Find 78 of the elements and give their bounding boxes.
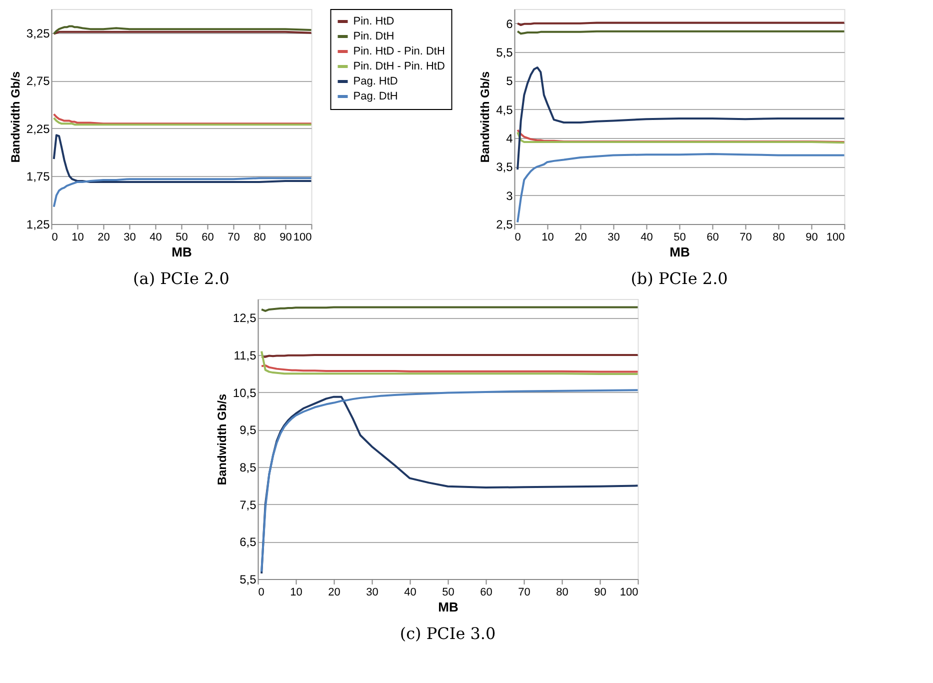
y-tick-label: 2,5 [496,218,514,232]
x-tick-label: 10 [542,232,554,244]
x-axis-title: MB [438,600,458,614]
x-tick-label: 90 [280,232,292,244]
line-series [516,153,846,224]
x-tick-label: 100 [826,232,845,244]
legend-label: Pag. DtH [353,90,398,102]
y-tick-label: 10,5 [232,386,257,400]
text: (c) PCIe 3.0 [400,624,496,643]
x-tick-label: 100 [293,232,312,244]
text: (a) PCIe 2.0 [133,269,230,288]
x-tick-label: 20 [574,232,587,244]
legend-label: Pin. DtH [353,30,394,42]
x-tick-label: 50 [674,232,686,244]
y-tick-label: 4 [506,132,514,146]
text: (b) PCIe 2.0 [630,269,728,288]
y-tick-label: 5 [506,74,514,88]
y-tick-label: 1,25 [26,218,50,232]
x-tick-label: 80 [556,586,568,598]
y-tick-label: 4,5 [496,102,514,117]
line-series [52,113,312,125]
x-tick-label: 70 [228,232,240,244]
y-tick-label: 5,5 [496,46,514,60]
legend-label: Pin. HtD - Pin. DtH [353,46,445,58]
x-tick-label: 0 [258,586,264,598]
x-tick-label: 70 [740,232,752,244]
x-axis-title: MB [670,244,690,260]
line-series [52,177,312,208]
y-tick-label: 5,5 [240,572,257,586]
x-tick-label: 30 [608,232,620,244]
y-axis-title: Bandwidth Gb/s [478,71,492,163]
line-series [260,364,639,373]
y-tick-label: 12,5 [232,311,257,326]
x-tick-label: 40 [404,586,416,598]
y-tick-label: 6 [506,16,514,31]
y-tick-label: 7,5 [240,498,257,512]
x-tick-label: 100 [620,586,638,598]
line-series [52,25,312,35]
legend-label: Pin. HtD [353,16,394,28]
y-tick-label: 1,75 [26,170,50,184]
y-tick-label: 2,25 [26,122,50,136]
legend-label: Pin. DtH - Pin. HtD [353,60,445,72]
line-series [52,134,312,183]
y-tick-label: 3,25 [26,26,50,40]
y-tick-label: 6,5 [240,535,257,550]
x-axis-title: MB [172,244,192,260]
y-tick-label: 8,5 [240,460,257,474]
x-tick-label: 70 [518,586,530,598]
y-axis-title: Bandwidth Gb/s [8,71,22,163]
line-series [52,116,312,126]
x-tick-label: 0 [52,232,58,244]
y-tick-label: 2,75 [26,74,50,88]
x-tick-label: 30 [124,232,136,244]
y-tick-label: 3,5 [496,160,514,174]
x-tick-label: 50 [442,586,454,598]
y-tick-label: 11,5 [234,348,257,362]
x-tick-label: 10 [290,586,302,598]
y-axis-title: Bandwidth Gb/s [214,394,229,486]
x-tick-label: 60 [706,232,719,244]
y-tick-label: 3 [506,188,514,203]
x-tick-label: 10 [72,232,84,244]
x-tick-label: 40 [150,232,162,244]
x-tick-label: 50 [176,232,188,244]
legend-label: Pag. HtD [353,76,398,88]
line-series [516,66,846,171]
y-tick-label: 9,5 [240,423,257,438]
x-tick-label: 90 [806,232,818,244]
x-tick-label: 80 [254,232,266,244]
x-tick-label: 40 [640,232,653,244]
x-tick-label: 20 [328,586,340,598]
x-tick-label: 0 [514,232,521,244]
x-tick-label: 20 [98,232,110,244]
x-tick-label: 60 [202,232,214,244]
x-tick-label: 30 [366,586,378,598]
x-tick-label: 80 [772,232,785,244]
x-tick-label: 60 [480,586,492,598]
x-tick-label: 90 [594,586,606,598]
line-series [260,350,639,376]
